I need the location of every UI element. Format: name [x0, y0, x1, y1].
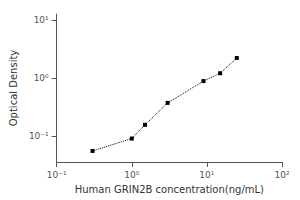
svg-text:Human GRIN2B concentration(ng/: Human GRIN2B concentration(ng/mL) [75, 184, 264, 195]
svg-text:10⁻¹: 10⁻¹ [29, 131, 49, 141]
svg-text:10¹: 10¹ [199, 170, 214, 180]
svg-text:Optical Density: Optical Density [8, 50, 19, 127]
svg-text:10²: 10² [274, 170, 289, 180]
svg-text:10¹: 10¹ [34, 15, 49, 25]
svg-text:10⁰: 10⁰ [124, 170, 139, 180]
svg-text:10⁻¹: 10⁻¹ [47, 170, 67, 180]
svg-text:10⁰: 10⁰ [34, 73, 49, 83]
